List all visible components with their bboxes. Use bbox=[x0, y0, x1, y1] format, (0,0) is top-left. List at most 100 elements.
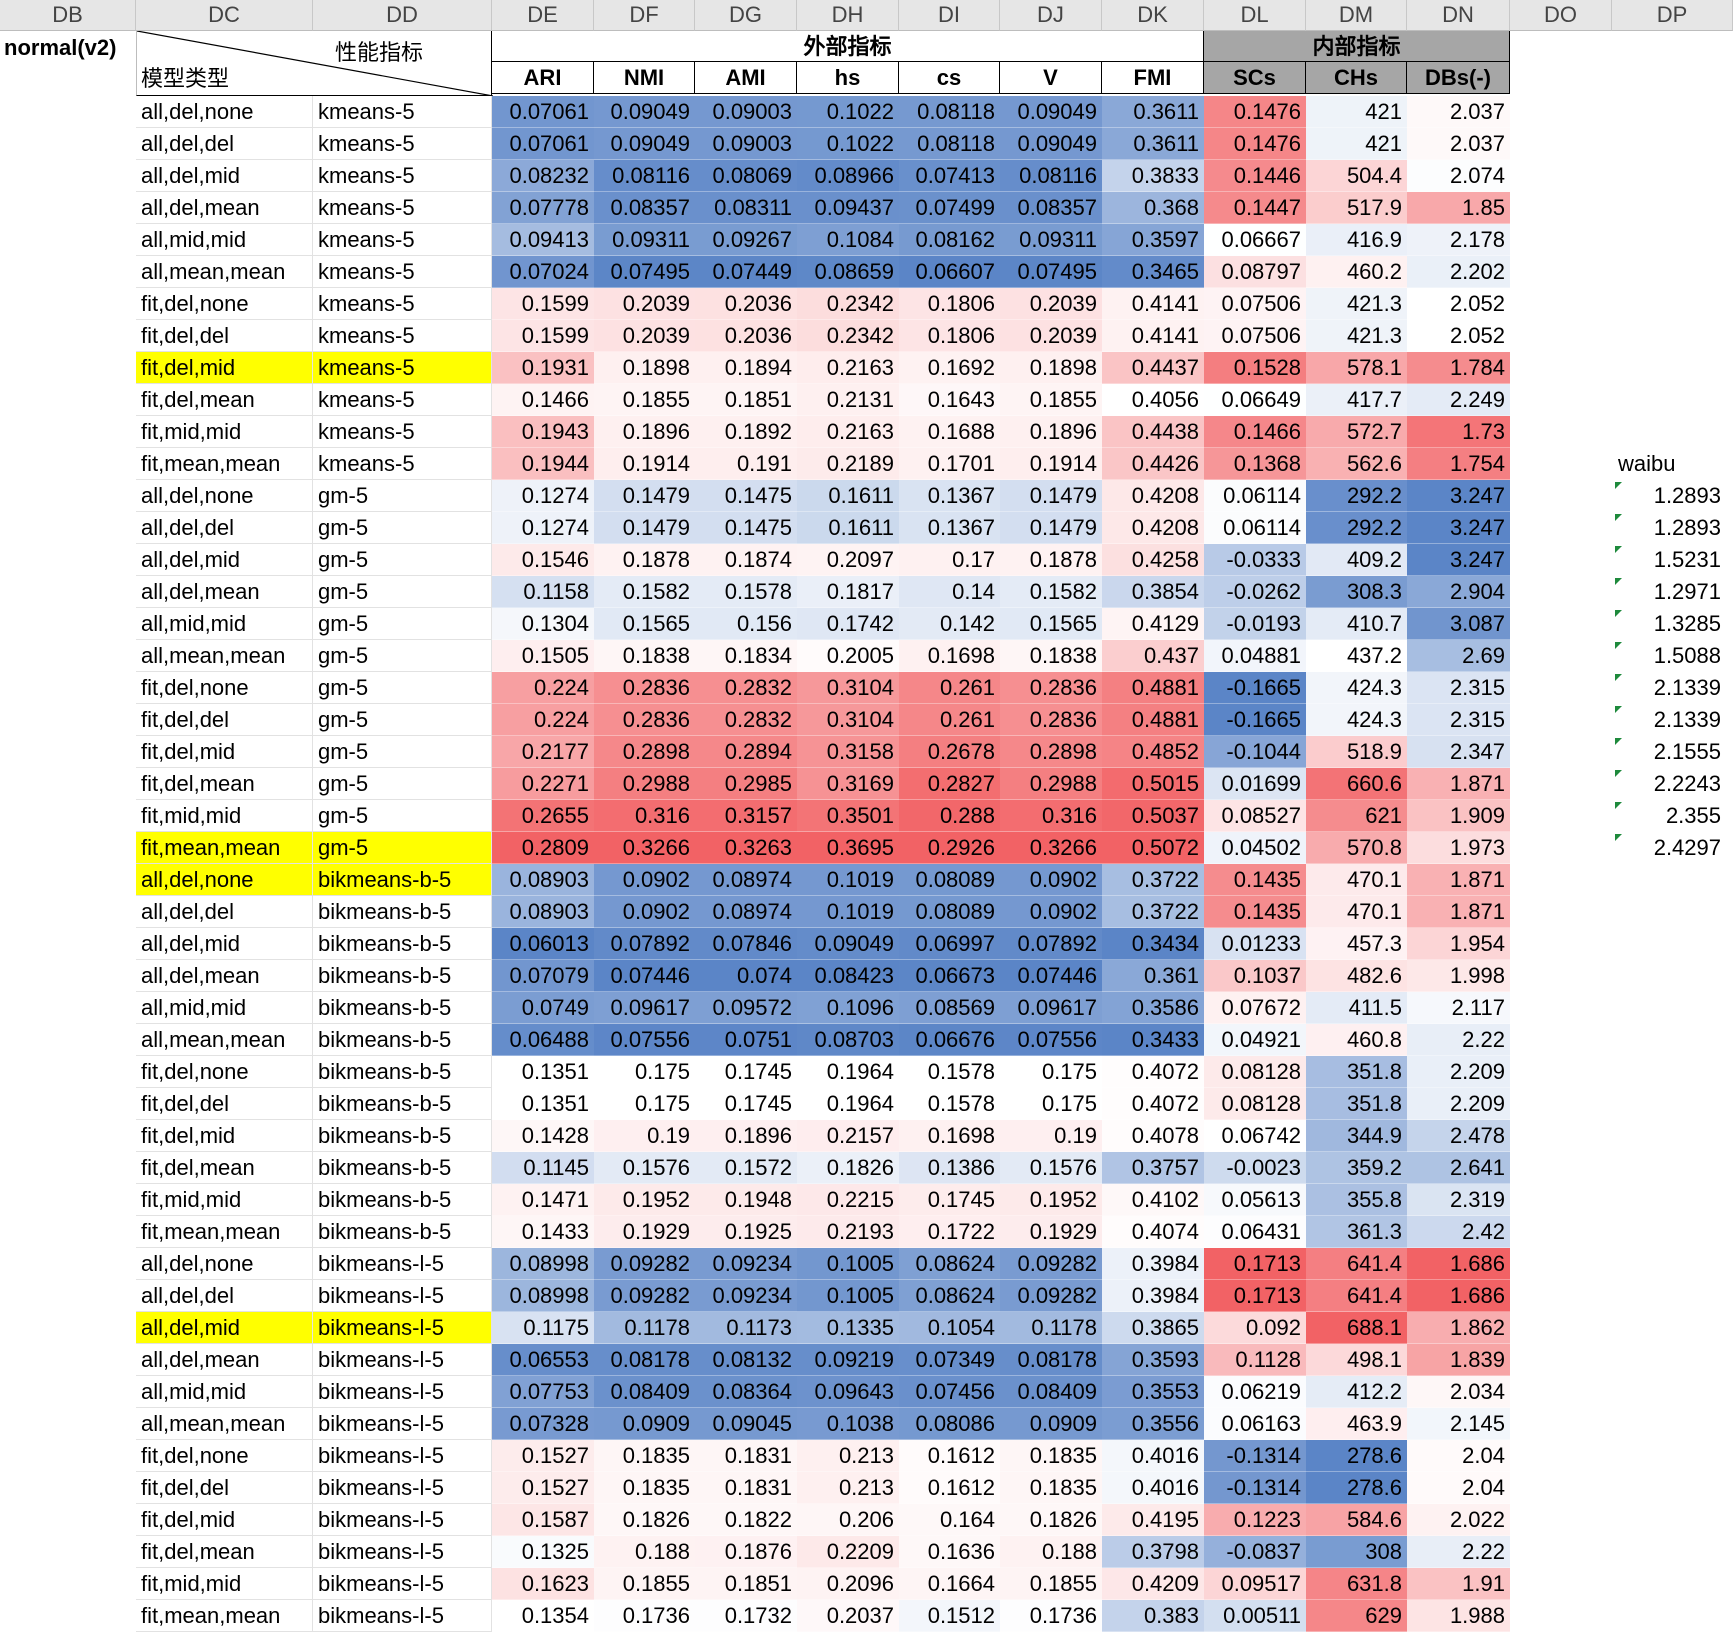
metric-value-ami[interactable]: 0.1948 bbox=[695, 1184, 797, 1216]
metric-value-scs[interactable]: -0.1044 bbox=[1204, 736, 1306, 768]
model-type-cell[interactable]: fit,del,mean bbox=[136, 1152, 313, 1184]
metric-value-fmi[interactable]: 0.4141 bbox=[1102, 288, 1204, 320]
metric-value-dbs[interactable]: 2.641 bbox=[1407, 1152, 1510, 1184]
metric-value-cs[interactable]: 0.08118 bbox=[899, 128, 1000, 160]
algorithm-cell[interactable]: kmeans-5 bbox=[313, 288, 492, 320]
metric-value-chs[interactable]: 355.8 bbox=[1306, 1184, 1407, 1216]
algorithm-cell[interactable]: bikmeans-b-5 bbox=[313, 928, 492, 960]
model-type-cell[interactable]: all,del,none bbox=[136, 480, 313, 512]
metric-value-nmi[interactable]: 0.1736 bbox=[594, 1600, 695, 1632]
metric-value-ari[interactable]: 0.1351 bbox=[492, 1088, 594, 1120]
metric-value-hs[interactable]: 0.3104 bbox=[797, 704, 899, 736]
metric-value-nmi[interactable]: 0.1855 bbox=[594, 1568, 695, 1600]
metric-value-dbs[interactable]: 2.347 bbox=[1407, 736, 1510, 768]
metric-value-ami[interactable]: 0.1822 bbox=[695, 1504, 797, 1536]
metric-value-scs[interactable]: 0.00511 bbox=[1204, 1600, 1306, 1632]
metric-value-cs[interactable]: 0.08089 bbox=[899, 896, 1000, 928]
metric-value-chs[interactable]: 412.2 bbox=[1306, 1376, 1407, 1408]
model-type-cell[interactable]: fit,mean,mean bbox=[136, 1600, 313, 1632]
algorithm-cell[interactable]: kmeans-5 bbox=[313, 352, 492, 384]
metric-value-ami[interactable]: 0.08364 bbox=[695, 1376, 797, 1408]
metric-value-v[interactable]: 0.2898 bbox=[1000, 736, 1102, 768]
metric-value-cs[interactable]: 0.06997 bbox=[899, 928, 1000, 960]
metric-value-v[interactable]: 0.1576 bbox=[1000, 1152, 1102, 1184]
metric-value-chs[interactable]: 308.3 bbox=[1306, 576, 1407, 608]
model-type-cell[interactable]: all,del,del bbox=[136, 896, 313, 928]
metric-value-chs[interactable]: 417.7 bbox=[1306, 384, 1407, 416]
metric-value-hs[interactable]: 0.2097 bbox=[797, 544, 899, 576]
metric-value-scs[interactable]: -0.1314 bbox=[1204, 1472, 1306, 1504]
model-type-cell[interactable]: all,del,none bbox=[136, 864, 313, 896]
metric-value-v[interactable]: 0.1736 bbox=[1000, 1600, 1102, 1632]
algorithm-cell[interactable]: bikmeans-b-5 bbox=[313, 1216, 492, 1248]
metric-value-dbs[interactable]: 2.209 bbox=[1407, 1088, 1510, 1120]
metric-value-dbs[interactable]: 2.145 bbox=[1407, 1408, 1510, 1440]
metric-value-scs[interactable]: 0.1037 bbox=[1204, 960, 1306, 992]
metric-value-dbs[interactable]: 2.69 bbox=[1407, 640, 1510, 672]
algorithm-cell[interactable]: kmeans-5 bbox=[313, 320, 492, 352]
metric-value-ami[interactable]: 0.09003 bbox=[695, 96, 797, 128]
algorithm-cell[interactable]: bikmeans-b-5 bbox=[313, 1120, 492, 1152]
metric-value-nmi[interactable]: 0.2836 bbox=[594, 672, 695, 704]
metric-value-chs[interactable]: 292.2 bbox=[1306, 512, 1407, 544]
metric-value-ari[interactable]: 0.07328 bbox=[492, 1408, 594, 1440]
metric-value-dbs[interactable]: 2.22 bbox=[1407, 1536, 1510, 1568]
metric-value-scs[interactable]: 0.06431 bbox=[1204, 1216, 1306, 1248]
metric-value-ari[interactable]: 0.1599 bbox=[492, 320, 594, 352]
metric-value-hs[interactable]: 0.2193 bbox=[797, 1216, 899, 1248]
metric-value-chs[interactable]: 421 bbox=[1306, 96, 1407, 128]
metric-value-v[interactable]: 0.1835 bbox=[1000, 1472, 1102, 1504]
metric-value-v[interactable]: 0.1878 bbox=[1000, 544, 1102, 576]
column-header-dg[interactable]: DG bbox=[695, 0, 797, 31]
side-column-value[interactable]: 2.355 bbox=[1665, 803, 1721, 828]
metric-value-chs[interactable]: 688.1 bbox=[1306, 1312, 1407, 1344]
metric-value-hs[interactable]: 0.3169 bbox=[797, 768, 899, 800]
metric-value-v[interactable]: 0.2039 bbox=[1000, 320, 1102, 352]
metric-value-hs[interactable]: 0.1005 bbox=[797, 1248, 899, 1280]
metric-value-ari[interactable]: 0.1944 bbox=[492, 448, 594, 480]
metric-value-ami[interactable]: 0.09003 bbox=[695, 128, 797, 160]
metric-value-scs[interactable]: 0.04881 bbox=[1204, 640, 1306, 672]
metric-value-cs[interactable]: 0.1578 bbox=[899, 1056, 1000, 1088]
metric-value-scs[interactable]: 0.08797 bbox=[1204, 256, 1306, 288]
metric-value-v[interactable]: 0.1178 bbox=[1000, 1312, 1102, 1344]
metric-value-chs[interactable]: 437.2 bbox=[1306, 640, 1407, 672]
metric-value-cs[interactable]: 0.288 bbox=[899, 800, 1000, 832]
algorithm-cell[interactable]: bikmeans-b-5 bbox=[313, 1184, 492, 1216]
metric-value-ari[interactable]: 0.07079 bbox=[492, 960, 594, 992]
metric-value-ami[interactable]: 0.1896 bbox=[695, 1120, 797, 1152]
metric-value-fmi[interactable]: 0.4852 bbox=[1102, 736, 1204, 768]
metric-value-chs[interactable]: 359.2 bbox=[1306, 1152, 1407, 1184]
metric-value-v[interactable]: 0.1929 bbox=[1000, 1216, 1102, 1248]
metric-value-cs[interactable]: 0.1698 bbox=[899, 1120, 1000, 1152]
metric-value-fmi[interactable]: 0.4016 bbox=[1102, 1440, 1204, 1472]
algorithm-cell[interactable]: bikmeans-b-5 bbox=[313, 1024, 492, 1056]
metric-value-dbs[interactable]: 2.478 bbox=[1407, 1120, 1510, 1152]
metric-value-fmi[interactable]: 0.368 bbox=[1102, 192, 1204, 224]
metric-value-cs[interactable]: 0.06607 bbox=[899, 256, 1000, 288]
metric-value-hs[interactable]: 0.09219 bbox=[797, 1344, 899, 1376]
metric-value-hs[interactable]: 0.1335 bbox=[797, 1312, 899, 1344]
metric-value-hs[interactable]: 0.2037 bbox=[797, 1600, 899, 1632]
algorithm-cell[interactable]: kmeans-5 bbox=[313, 384, 492, 416]
metric-value-cs[interactable]: 0.1386 bbox=[899, 1152, 1000, 1184]
metric-value-dbs[interactable]: 2.037 bbox=[1407, 96, 1510, 128]
algorithm-cell[interactable]: gm-5 bbox=[313, 832, 492, 864]
metric-value-scs[interactable]: 0.1476 bbox=[1204, 128, 1306, 160]
algorithm-cell[interactable]: gm-5 bbox=[313, 544, 492, 576]
metric-value-cs[interactable]: 0.06673 bbox=[899, 960, 1000, 992]
metric-value-cs[interactable]: 0.06676 bbox=[899, 1024, 1000, 1056]
metric-value-nmi[interactable]: 0.0909 bbox=[594, 1408, 695, 1440]
metric-value-v[interactable]: 0.1565 bbox=[1000, 608, 1102, 640]
metric-value-chs[interactable]: 470.1 bbox=[1306, 864, 1407, 896]
metric-value-fmi[interactable]: 0.4438 bbox=[1102, 416, 1204, 448]
metric-value-cs[interactable]: 0.08089 bbox=[899, 864, 1000, 896]
model-type-cell[interactable]: all,del,del bbox=[136, 1280, 313, 1312]
metric-value-chs[interactable]: 641.4 bbox=[1306, 1280, 1407, 1312]
model-type-cell[interactable]: all,mid,mid bbox=[136, 608, 313, 640]
metric-value-scs[interactable]: 0.1435 bbox=[1204, 864, 1306, 896]
metric-value-cs[interactable]: 0.08118 bbox=[899, 96, 1000, 128]
metric-value-ami[interactable]: 0.08974 bbox=[695, 864, 797, 896]
metric-value-cs[interactable]: 0.1688 bbox=[899, 416, 1000, 448]
algorithm-cell[interactable]: bikmeans-l-5 bbox=[313, 1376, 492, 1408]
